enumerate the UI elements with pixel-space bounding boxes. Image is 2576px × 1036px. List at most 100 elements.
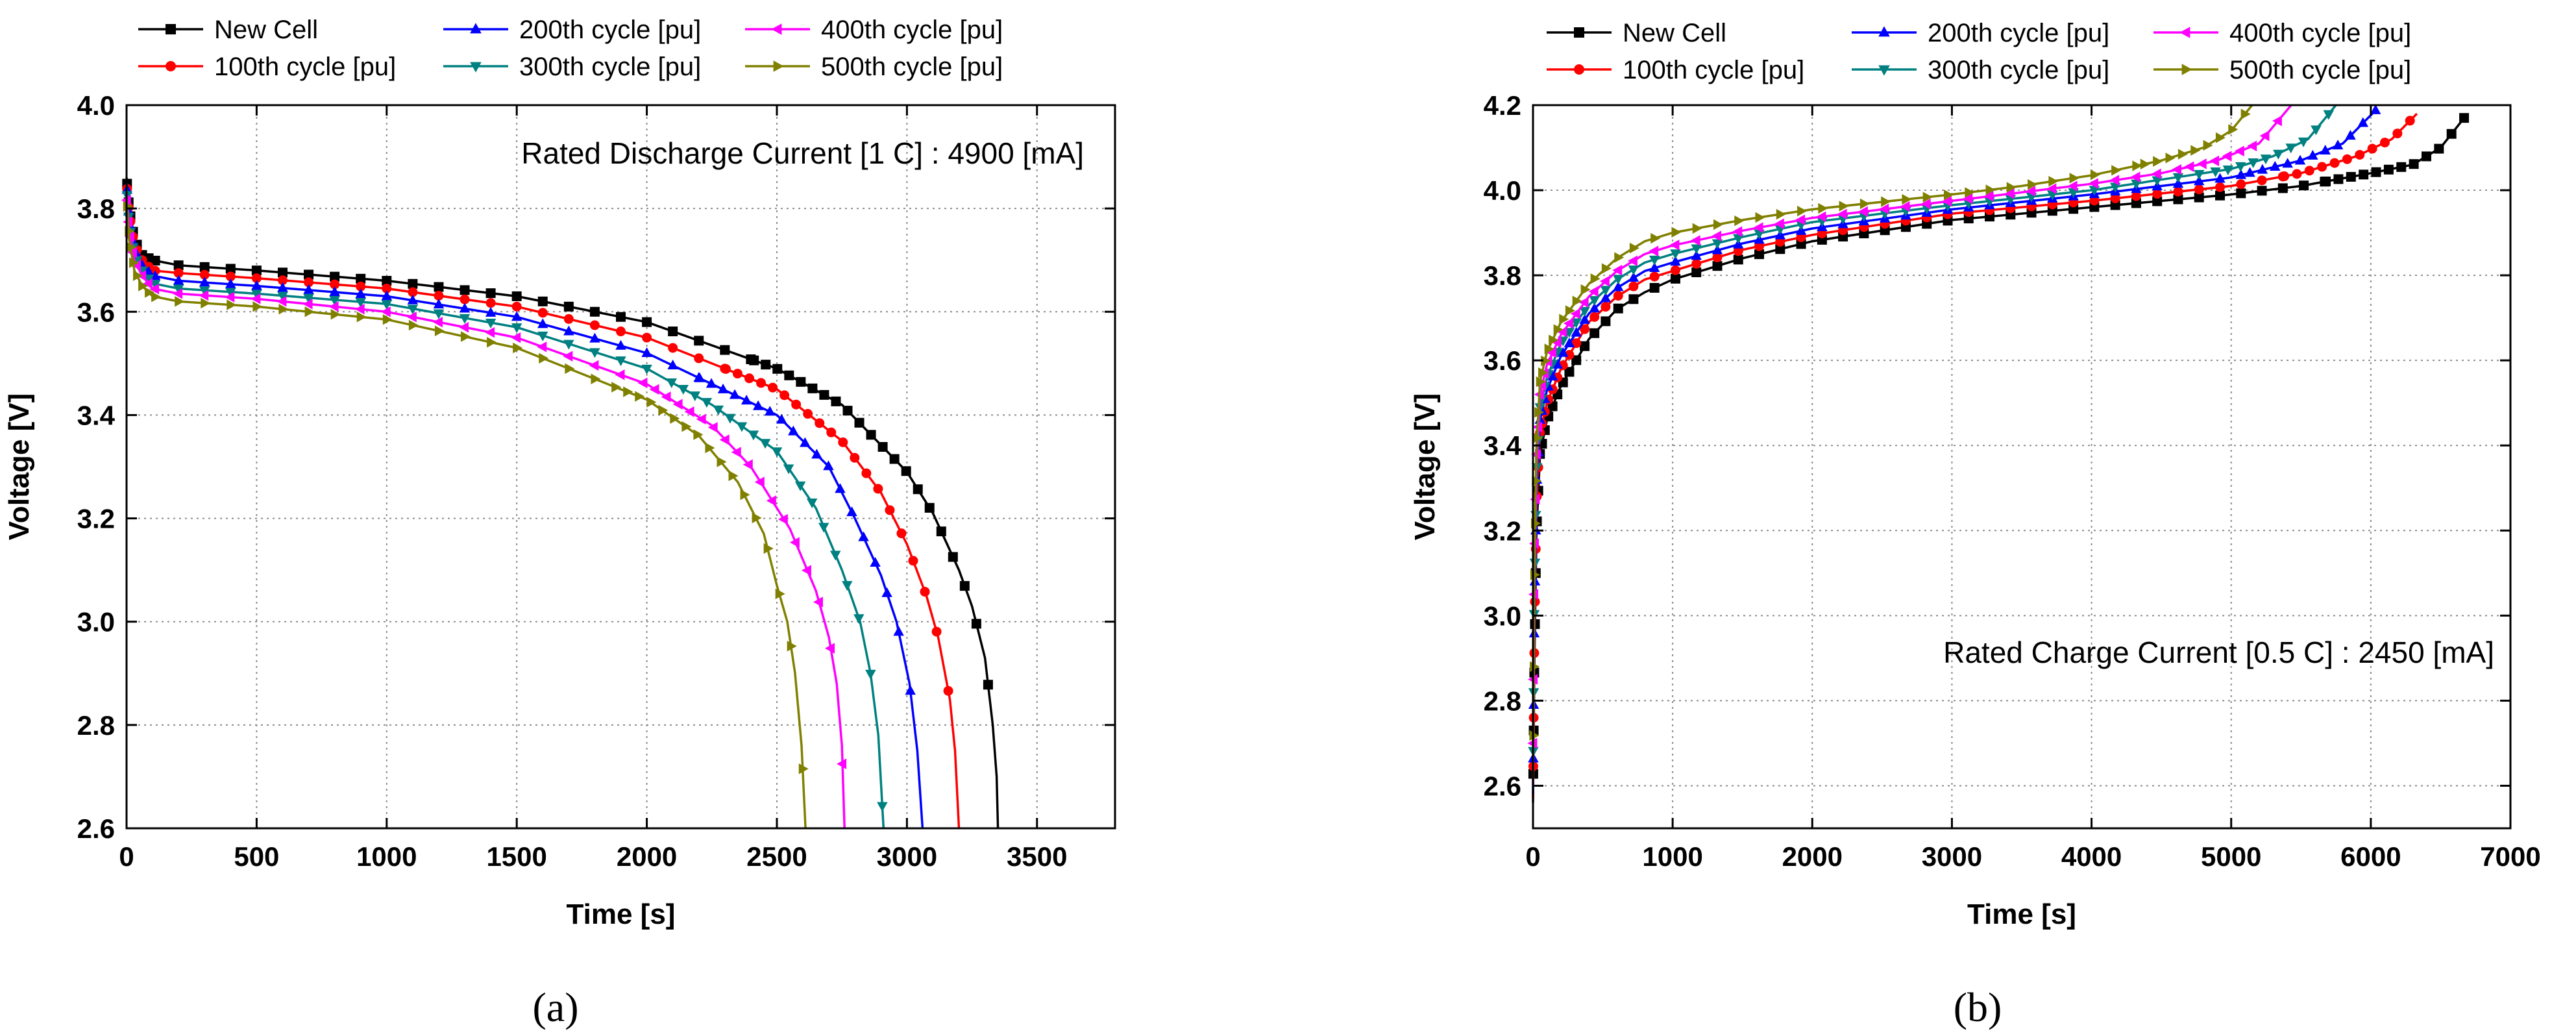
data-point <box>1755 212 1765 223</box>
data-point <box>800 437 811 447</box>
data-point <box>1711 239 1723 249</box>
data-point <box>381 300 393 310</box>
data-point <box>225 288 236 298</box>
data-point <box>408 278 418 289</box>
data-point <box>2236 188 2246 199</box>
legend-item: 400th cycle [pu] <box>2153 19 2411 47</box>
data-point <box>2459 113 2470 123</box>
data-point <box>789 537 800 548</box>
data-point <box>2140 158 2150 170</box>
data-point <box>615 339 626 350</box>
data-point <box>1580 284 1591 295</box>
legend-marker <box>166 24 176 34</box>
data-point <box>1691 258 1702 269</box>
chart-discharge: 0 500 1000 1500 2000 2500 3000 3500 2.6 2.8 3.0 3.2… <box>3 16 1116 1030</box>
data-point <box>1551 337 1562 348</box>
data-point <box>1649 282 1660 293</box>
data-point <box>565 363 575 375</box>
data-point <box>842 406 853 416</box>
data-point <box>434 282 444 292</box>
data-point <box>1627 255 1638 267</box>
data-point <box>889 454 900 464</box>
data-point <box>173 275 184 285</box>
data-point <box>2355 149 2365 160</box>
data-point <box>905 685 916 695</box>
data-point <box>511 311 522 321</box>
data-point <box>138 280 149 291</box>
data-point <box>563 339 574 350</box>
data-point <box>1614 252 1625 263</box>
data-point <box>2131 179 2142 190</box>
data-point <box>740 489 750 500</box>
data-point <box>724 413 736 424</box>
data-point <box>513 342 523 354</box>
x-tick-label: 7000 <box>2480 841 2540 872</box>
data-point <box>2446 129 2457 139</box>
data-point <box>1797 205 1808 217</box>
data-point <box>354 304 365 315</box>
data-point <box>2173 194 2183 204</box>
data-point <box>1544 343 1554 354</box>
data-point <box>1922 191 1933 203</box>
data-point <box>304 269 314 280</box>
data-point <box>1564 350 1575 360</box>
data-point <box>329 295 340 306</box>
data-point <box>796 376 806 387</box>
data-point <box>2260 154 2272 165</box>
data-point <box>2130 171 2141 182</box>
x-tick-label: 2000 <box>617 841 677 872</box>
y-tick-label: 4.0 <box>1484 175 1521 206</box>
data-point <box>459 314 471 324</box>
y-tick-label: 3.2 <box>77 504 115 534</box>
data-point <box>2421 151 2431 162</box>
data-point <box>589 306 600 317</box>
legend: New Cell 100th cycle [pu] 200th cycle [pu]… <box>138 16 1003 81</box>
data-point <box>2215 182 2226 192</box>
data-point <box>433 309 445 319</box>
data-point <box>807 383 818 393</box>
data-point <box>666 378 677 389</box>
data-point <box>2311 125 2322 136</box>
data-point <box>801 565 811 576</box>
data-point <box>2110 193 2120 204</box>
data-point <box>563 314 574 324</box>
data-point <box>615 369 625 380</box>
data-point <box>959 581 970 591</box>
data-point <box>1732 226 1743 237</box>
legend-item: 200th cycle [pu] <box>1852 19 2109 47</box>
x-tick-label: 5000 <box>2201 841 2261 872</box>
data-point <box>511 291 522 301</box>
data-point <box>771 447 783 458</box>
data-point <box>2214 173 2226 183</box>
data-point <box>485 327 495 338</box>
data-point <box>2323 110 2335 120</box>
data-point <box>2111 165 2122 176</box>
data-point <box>2152 196 2163 206</box>
data-point <box>2046 183 2057 194</box>
data-point <box>2152 189 2163 199</box>
data-point <box>2299 180 2309 191</box>
data-point <box>2215 132 2226 143</box>
data-point <box>1571 327 1582 337</box>
data-point <box>2209 155 2220 167</box>
data-point <box>1579 314 1590 324</box>
data-point <box>2279 171 2290 182</box>
y-tick-label: 3.8 <box>77 193 115 224</box>
data-point <box>251 280 262 290</box>
legend-item: 100th cycle [pu] <box>1547 56 1804 84</box>
data-point <box>381 290 393 301</box>
data-point <box>1601 263 1612 274</box>
data-point <box>752 400 764 410</box>
data-point <box>1711 244 1723 254</box>
data-point <box>2247 140 2257 152</box>
data-point <box>1671 227 1682 238</box>
series-3 <box>121 182 924 829</box>
data-point <box>432 316 443 328</box>
data-point <box>201 297 211 309</box>
data-point <box>813 597 823 608</box>
data-point <box>2434 143 2444 154</box>
data-point <box>2234 145 2244 156</box>
data-point <box>2282 158 2293 168</box>
data-point <box>1588 286 1599 297</box>
data-point <box>838 437 848 447</box>
